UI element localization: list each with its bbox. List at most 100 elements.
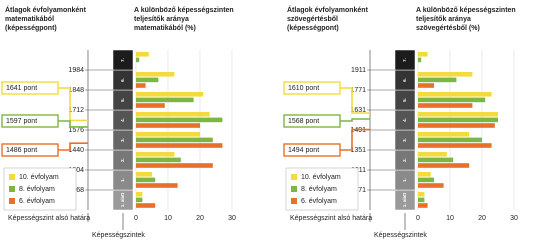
legend-box (3, 167, 77, 211)
panel: Átlagok évfolyamonként matematikából (képe… (1, 5, 236, 239)
mean-box (283, 143, 341, 157)
bar (136, 123, 200, 128)
chart-title: teljesítők aránya (416, 16, 471, 23)
level-label: 4. (120, 118, 125, 122)
bar (136, 157, 181, 163)
bar (136, 57, 140, 63)
level-cell (394, 49, 416, 71)
legend-label: 6. évfolyam (19, 198, 55, 205)
mean-connector (338, 118, 370, 122)
bar (136, 163, 213, 168)
mean-label: 1610 pont (288, 85, 319, 92)
legend-label: 6. évfolyam (301, 198, 337, 205)
score-axis-label: Képességszint alsó határa (8, 215, 90, 222)
bar (136, 143, 223, 148)
bar (418, 83, 434, 88)
bar (418, 132, 470, 137)
bar (418, 103, 473, 108)
y-tick-label: 1440 (68, 147, 84, 154)
bar (418, 92, 492, 97)
level-label: 1. (402, 178, 407, 182)
bar (418, 192, 425, 197)
mean-label: 1568 pont (288, 118, 319, 125)
x-tick-label: 20 (196, 215, 204, 222)
bar (418, 157, 454, 163)
bar (136, 52, 149, 57)
level-label: 7. (120, 58, 125, 62)
bar (136, 77, 159, 83)
legend-swatch (291, 174, 297, 180)
mean-label: 1494 pont (288, 147, 319, 154)
level-label: 7. (402, 58, 407, 62)
legend-swatch (291, 186, 297, 192)
x-tick-label: 0 (134, 215, 138, 222)
bar (136, 132, 200, 137)
bar (136, 172, 152, 177)
bar (418, 57, 422, 63)
level-label: 1. alatt (402, 192, 407, 207)
x-tick-label: 30 (228, 215, 236, 222)
y-tick-label: 1848 (68, 87, 84, 94)
y-tick-label: 1168 (69, 187, 84, 194)
y-tick-label: 1576 (68, 127, 84, 134)
level-label: 4. (402, 118, 407, 122)
level-label: 3. (402, 138, 407, 142)
x-tick-label: 20 (478, 215, 486, 222)
mean-connector (56, 142, 88, 151)
bar (418, 72, 473, 77)
bar (418, 143, 492, 148)
mean-box (1, 114, 59, 128)
legend-swatch (9, 198, 15, 204)
bar (136, 97, 194, 103)
y-tick-label: 1771 (350, 87, 366, 94)
bar (418, 97, 486, 103)
chart-title: A különböző képességszinten (134, 7, 234, 14)
chart-title: matematikából (%) (134, 25, 196, 32)
x-tick-label: 0 (416, 215, 420, 222)
mean-label: 1486 pont (6, 147, 37, 154)
y-tick-label: 1631 (350, 107, 366, 114)
bar (418, 77, 457, 83)
bar (418, 117, 498, 123)
y-tick-label: 1351 (350, 147, 366, 154)
score-title: (képességpont) (5, 25, 57, 32)
bar (418, 177, 434, 183)
chart-title: A különböző képességszinten (416, 7, 516, 14)
mean-label: 1597 pont (6, 118, 37, 125)
bar (418, 172, 431, 177)
y-tick-label: 1911 (351, 67, 366, 74)
bar (136, 197, 143, 203)
level-label: 1. (120, 178, 125, 182)
level-label: 2. (120, 158, 125, 162)
legend-swatch (291, 198, 297, 204)
score-title: szövegértésből (287, 16, 338, 23)
score-title: Átlagok évfolyamonként (5, 5, 87, 14)
bar (136, 83, 146, 88)
y-tick-label: 1712 (68, 107, 84, 114)
mean-connector (338, 128, 370, 151)
bar (136, 137, 213, 143)
level-axis-label: Képességszintek (374, 232, 427, 239)
mean-connector (338, 87, 370, 114)
bar (136, 192, 143, 197)
score-axis-label: Képességszint alsó határa (290, 215, 372, 222)
legend-label: 10. évfolyam (301, 174, 341, 181)
bar (418, 137, 482, 143)
level-label: 1. alatt (120, 192, 125, 207)
level-axis-label: Képességszintek (92, 232, 145, 239)
bar (136, 117, 223, 123)
bar (136, 72, 175, 77)
y-tick-label: 1984 (68, 67, 84, 74)
x-tick-label: 10 (164, 215, 172, 222)
bar (136, 203, 156, 208)
level-label: 3. (120, 138, 125, 142)
bar (418, 183, 444, 188)
legend-box (285, 167, 359, 211)
mean-connector (56, 87, 88, 122)
level-label: 6. (120, 78, 125, 82)
score-title: (képességpont) (287, 25, 339, 32)
bar (136, 103, 165, 108)
mean-label: 1641 pont (6, 85, 37, 92)
level-label: 6. (402, 78, 407, 82)
